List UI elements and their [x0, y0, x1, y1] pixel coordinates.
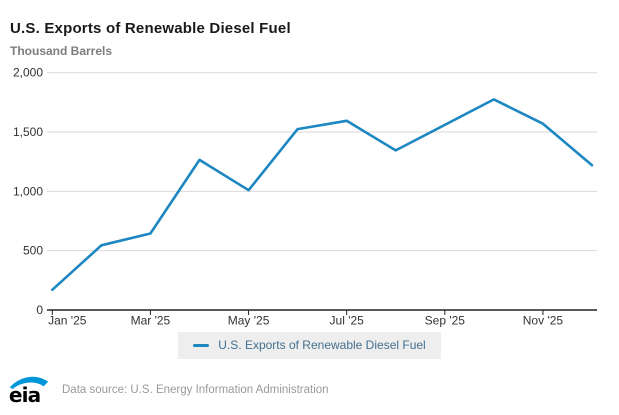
eia-logo-swoosh [9, 376, 49, 390]
x-axis-tick-label: Nov '25 [523, 314, 564, 328]
x-axis-tick-label: May '25 [228, 314, 270, 328]
chart-canvas[interactable]: 0 500 1,000 1,500 2,000 Jan '25 Mar '25 May '25… [0, 0, 619, 332]
x-axis-tick-label: Jan '25 [48, 314, 87, 328]
y-axis-tick-label: 2,000 [13, 66, 43, 80]
y-axis-tick-label: 1,500 [13, 125, 43, 139]
legend-item[interactable]: U.S. Exports of Renewable Diesel Fuel [178, 332, 441, 359]
eia-logo-text: eia [9, 383, 40, 407]
y-axis-tick-label: 0 [36, 303, 43, 317]
y-axis-tick-label: 1,000 [13, 184, 43, 198]
legend-area: U.S. Exports of Renewable Diesel Fuel [0, 332, 619, 362]
legend-line-swatch [193, 343, 210, 347]
chart-title: U.S. Exports of Renewable Diesel Fuel [10, 20, 291, 37]
y-axis-tick-label: 500 [23, 244, 43, 258]
x-axis-tick-label: Sep '25 [425, 314, 466, 328]
data-series-line[interactable] [50, 98, 594, 292]
footer: eia Data source: U.S. Energy Information… [8, 372, 608, 408]
legend-label: U.S. Exports of Renewable Diesel Fuel [218, 338, 426, 352]
data-source-text: Data source: U.S. Energy Information Adm… [62, 384, 329, 396]
x-axis-tick-label: Jul '25 [330, 314, 365, 328]
chart-units-label: Thousand Barrels [10, 44, 113, 58]
x-axis-tick-label: Mar '25 [131, 314, 171, 328]
eia-logo: eia [9, 376, 49, 407]
